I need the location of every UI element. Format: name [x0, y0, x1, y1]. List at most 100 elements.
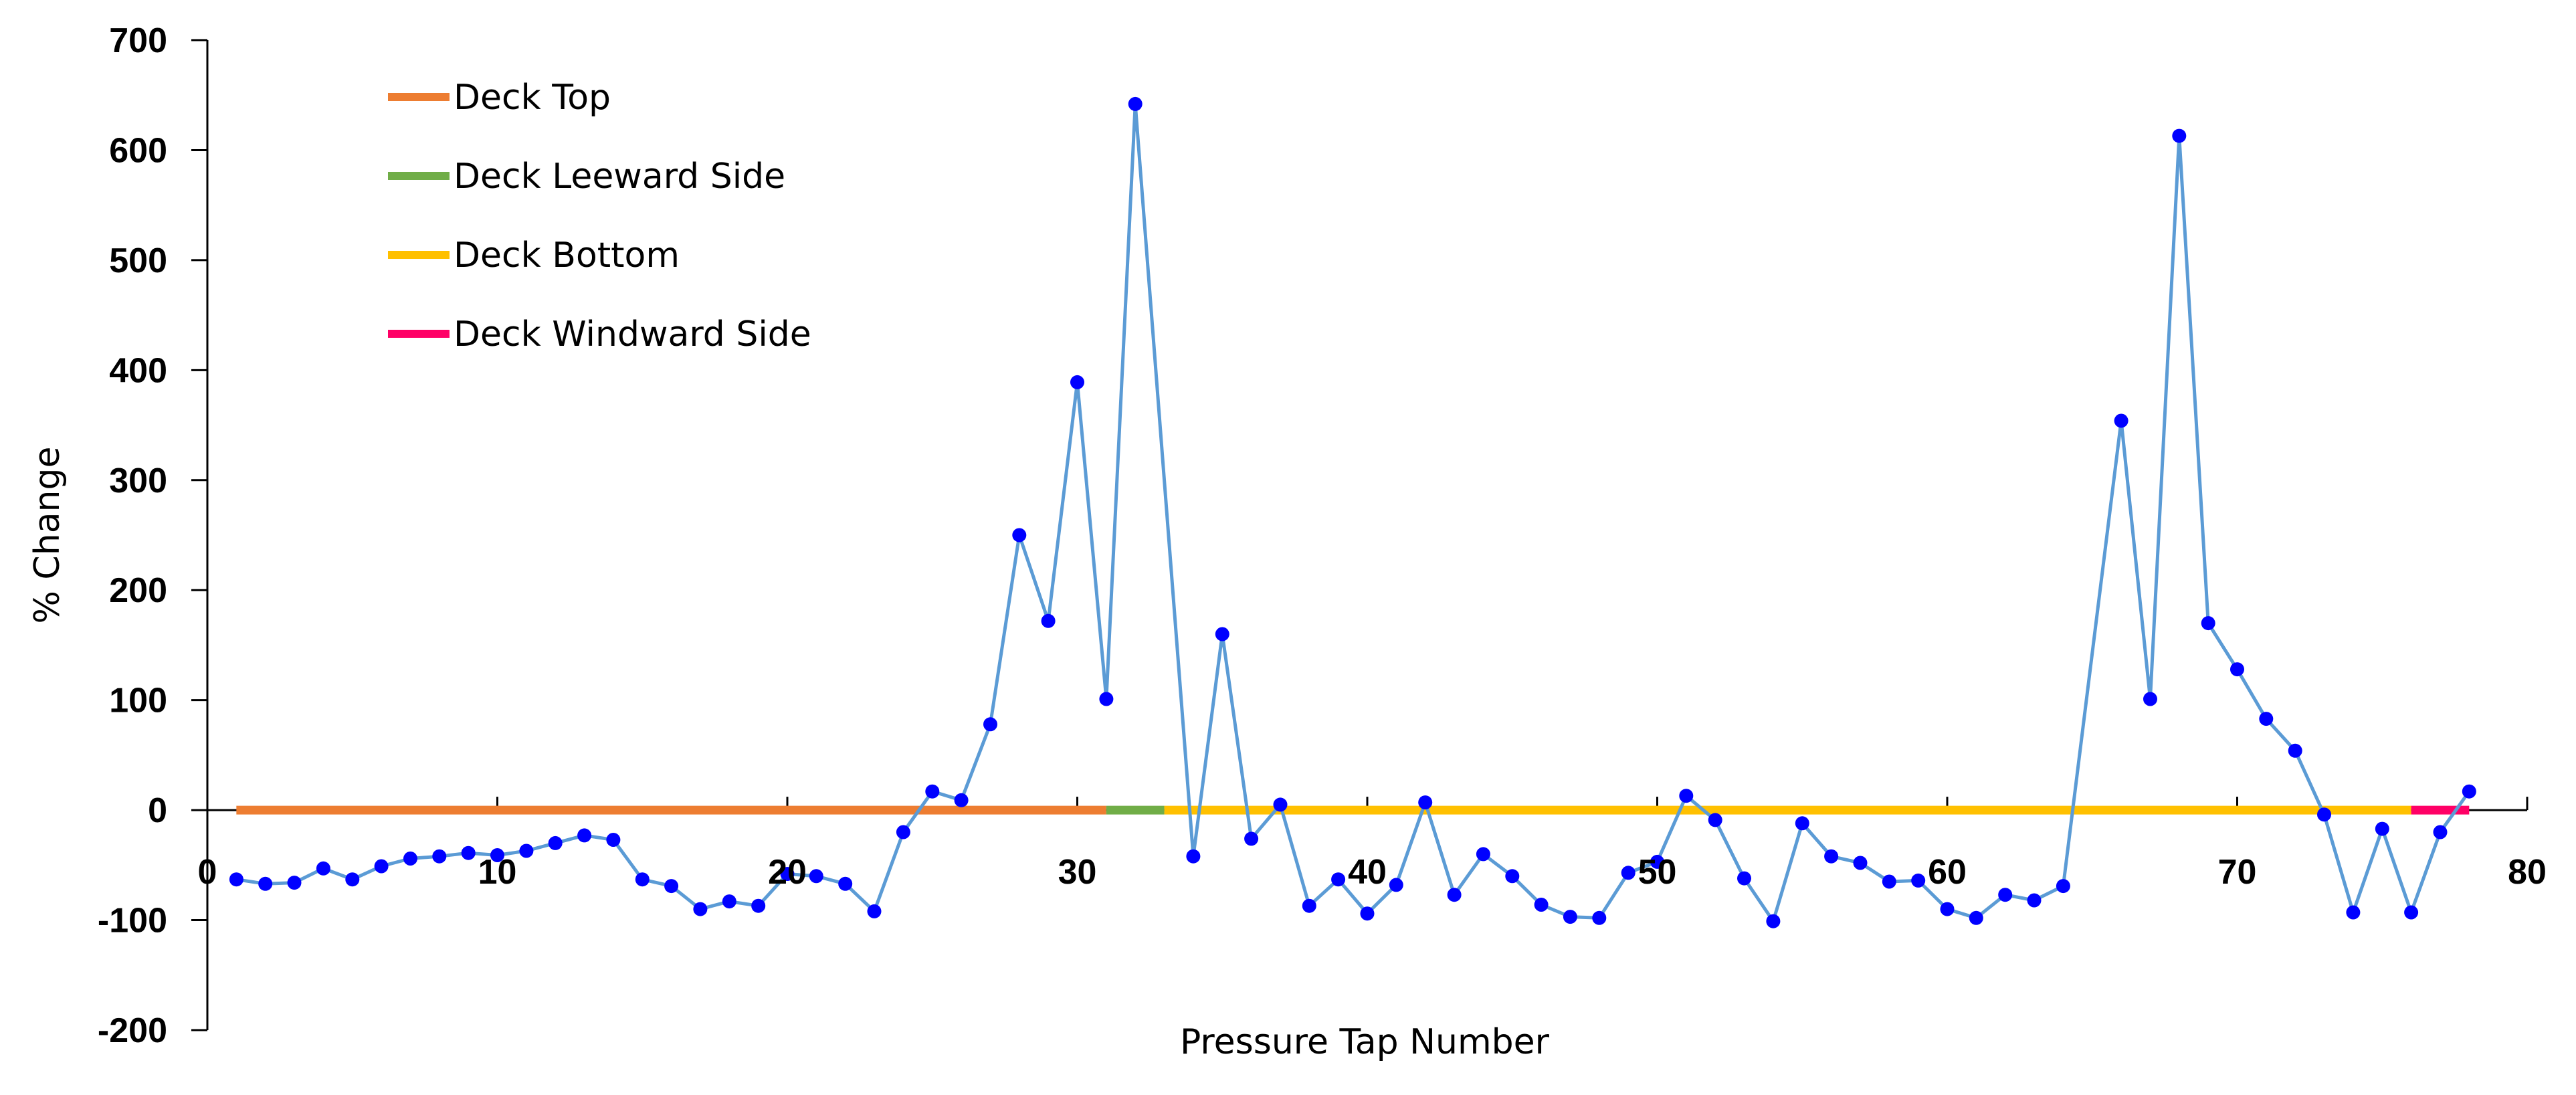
data-point — [780, 867, 795, 881]
data-point — [2404, 905, 2419, 920]
x-tick-label: 10 — [478, 853, 517, 892]
data-point — [1563, 910, 1577, 924]
data-point — [432, 849, 447, 864]
x-tick-label: 30 — [1058, 853, 1097, 892]
data-point — [896, 825, 910, 839]
y-tick-label: 300 — [109, 462, 167, 500]
y-axis-title: % Change — [27, 446, 68, 623]
data-point — [1041, 613, 1056, 628]
tick-labels: -200 -100 0 100 200 300 400 500 600 700 0 10 20 30 40 5… — [98, 21, 2547, 1050]
data-point — [1244, 831, 1259, 846]
data-point — [1824, 849, 1839, 864]
x-tick-label: 80 — [2508, 853, 2547, 892]
legend-label: Deck Leeward Side — [454, 157, 785, 197]
data-point — [1012, 528, 1027, 542]
y-tick-label: -100 — [98, 902, 167, 940]
data-point — [1418, 795, 1433, 810]
data-point — [1302, 898, 1316, 913]
data-point — [2317, 807, 2331, 822]
data-point — [1766, 914, 1781, 928]
data-point — [983, 717, 997, 732]
y-tick-label: 500 — [109, 241, 167, 280]
data-point — [2288, 743, 2302, 758]
data-point — [1911, 873, 1926, 888]
legend: Deck Top Deck Leeward Side Deck Bottom Deck… — [388, 78, 811, 355]
data-point — [316, 861, 330, 876]
data-point — [2056, 879, 2070, 894]
data-point — [1621, 866, 1636, 880]
data-point — [751, 898, 766, 913]
data-point — [1447, 888, 1462, 902]
data-point — [2346, 905, 2361, 920]
data-point — [1592, 910, 1607, 925]
data-point — [1795, 816, 1809, 831]
data-point — [345, 872, 360, 887]
data-point — [374, 859, 389, 874]
data-point — [1737, 871, 1751, 886]
y-tick-label: 600 — [109, 131, 167, 170]
legend-label: Deck Windward Side — [454, 314, 811, 355]
y-tick-label: -200 — [98, 1011, 167, 1050]
data-point — [954, 793, 969, 807]
data-point — [606, 833, 621, 847]
data-point — [1853, 856, 1868, 870]
data-point — [1940, 902, 1955, 916]
data-point — [1099, 692, 1114, 706]
data-point — [1534, 898, 1549, 912]
data-point — [1360, 906, 1375, 921]
data-point — [664, 879, 679, 894]
data-point — [2027, 893, 2042, 908]
x-tick-label: 60 — [1928, 853, 1967, 892]
data-point — [403, 852, 417, 866]
data-point — [287, 876, 302, 890]
series-line — [236, 102, 2471, 923]
data-point — [1708, 813, 1722, 827]
x-axis-title: Pressure Tap Number — [1180, 1022, 1550, 1062]
data-point — [2114, 413, 2128, 428]
data-point — [2230, 662, 2244, 677]
data-series — [229, 96, 2476, 928]
data-point — [461, 845, 476, 860]
data-point — [2201, 616, 2215, 631]
data-point — [1186, 849, 1201, 864]
data-point — [229, 872, 243, 887]
data-point — [548, 835, 563, 850]
data-point — [867, 904, 882, 918]
data-point — [2172, 128, 2187, 143]
y-tick-label: 400 — [109, 351, 167, 390]
legend-label: Deck Top — [454, 78, 611, 118]
data-point — [809, 869, 823, 884]
data-point — [2259, 712, 2274, 726]
y-tick-label: 0 — [148, 791, 167, 830]
data-point — [1389, 878, 1403, 892]
x-tick-label: 0 — [198, 853, 217, 892]
data-point — [2433, 825, 2448, 839]
x-tick-label: 70 — [2218, 853, 2257, 892]
data-point — [1505, 869, 1520, 884]
data-point — [2462, 784, 2476, 799]
data-point — [490, 848, 504, 862]
data-point — [519, 843, 534, 858]
data-point — [1128, 96, 1143, 111]
data-point — [1273, 797, 1288, 812]
x-tick-label: 40 — [1348, 853, 1387, 892]
y-tick-label: 700 — [109, 21, 167, 60]
data-point — [635, 872, 650, 887]
data-point — [1998, 888, 2013, 902]
data-point — [1331, 872, 1346, 887]
data-point — [1476, 847, 1490, 862]
y-tick-label: 100 — [109, 682, 167, 720]
legend-label: Deck Bottom — [454, 235, 680, 276]
x-tick-label: 20 — [768, 853, 807, 892]
data-point — [1215, 627, 1229, 641]
y-tick-label: 200 — [109, 571, 167, 610]
data-point — [1070, 375, 1084, 389]
data-point — [1882, 874, 1896, 889]
x-tick-label: 50 — [1638, 853, 1677, 892]
data-point — [722, 894, 736, 909]
data-point — [1969, 910, 1983, 925]
data-point — [258, 876, 273, 891]
data-point — [2143, 692, 2157, 706]
data-point — [2375, 821, 2389, 836]
